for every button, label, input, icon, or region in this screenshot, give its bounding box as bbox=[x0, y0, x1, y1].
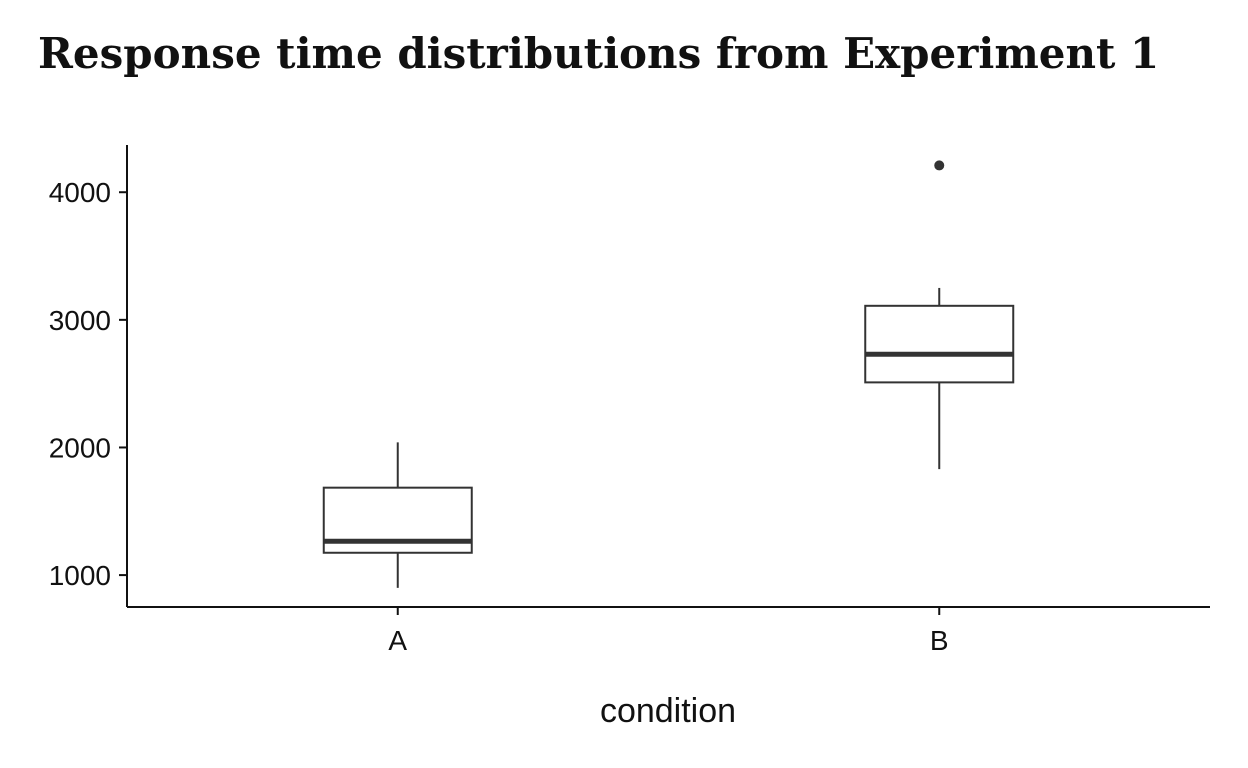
boxes bbox=[322, 160, 1015, 588]
chart-title: Response time distributions from Experim… bbox=[38, 29, 1160, 78]
outlier-point bbox=[934, 160, 945, 171]
y-ticks: 1000 2000 3000 4000 bbox=[49, 177, 127, 591]
x-axis-title: condition bbox=[600, 692, 736, 730]
box-a bbox=[322, 442, 473, 588]
x-tick-label: B bbox=[930, 625, 949, 656]
box-b bbox=[864, 160, 1015, 470]
y-tick-label: 4000 bbox=[49, 177, 111, 208]
iqr-box bbox=[864, 304, 1015, 384]
y-tick-label: 1000 bbox=[49, 560, 111, 591]
y-tick-label: 2000 bbox=[49, 432, 111, 463]
y-tick-label: 3000 bbox=[49, 305, 111, 336]
x-tick-label: A bbox=[388, 625, 407, 656]
